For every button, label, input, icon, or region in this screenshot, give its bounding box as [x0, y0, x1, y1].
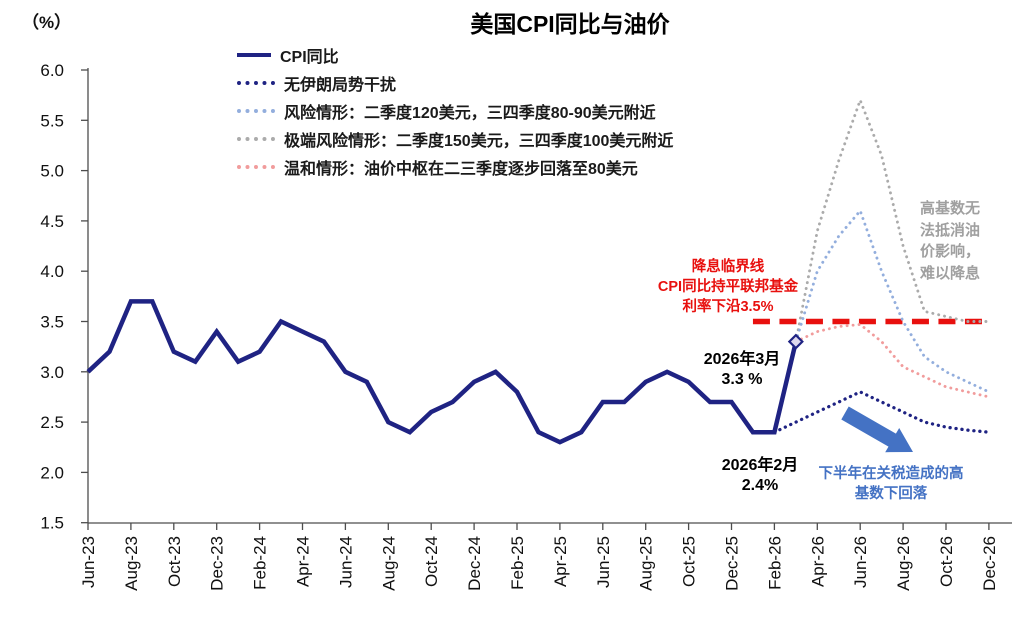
tariff-arrow-icon: [841, 406, 913, 453]
x-tick-label: Feb-25: [508, 536, 527, 590]
y-tick-label: 1.5: [40, 514, 64, 533]
x-tick-label: Jun-24: [336, 536, 355, 588]
series-solid-0: [86, 299, 799, 445]
legend-item-label: 极端风险情形：二季度150美元，三四季度100美元附近: [284, 133, 674, 150]
mar-2026-date: 2026年3月: [703, 351, 781, 368]
legend-item-label: 风险情形：二季度120美元，三四季度80-90美元附近: [284, 105, 656, 122]
x-tick-label: Aug-25: [637, 536, 656, 591]
x-tick-label: Feb-26: [765, 536, 784, 590]
legend-item-label: 温和情形：油价中枢在二三季度逐步回落至80美元: [284, 161, 638, 178]
x-tick-label: Dec-24: [465, 536, 484, 591]
x-tick-label: Jun-23: [79, 536, 98, 588]
legend: CPI同比无伊朗局势干扰风险情形：二季度120美元，三四季度80-90美元附近极…: [237, 41, 673, 181]
y-tick-label: 2.0: [40, 463, 64, 482]
series-dotted-2: [794, 207, 991, 394]
legend-item: 极端风险情形：二季度150美元，三四季度100美元附近: [237, 125, 673, 153]
feb-2026-value: 2.4%: [741, 476, 779, 494]
y-tick-label: 4.5: [40, 212, 64, 231]
mar-2026-data-label: 2026年3月 3.3 %: [672, 350, 812, 389]
x-tick-label: Feb-24: [251, 536, 270, 590]
x-tick-label: Oct-23: [165, 536, 184, 587]
legend-item: 温和情形：油价中枢在二三季度逐步回落至80美元: [237, 153, 673, 181]
x-tick-label: Dec-23: [208, 536, 227, 591]
y-tick-label: 3.0: [40, 363, 64, 382]
feb-2026-data-label: 2026年2月 2.4%: [690, 456, 830, 495]
x-tick-label: Aug-24: [379, 536, 398, 591]
legend-swatch: [237, 109, 275, 113]
y-tick-label: 6.0: [40, 61, 64, 80]
x-tick-label: Oct-26: [937, 536, 956, 587]
y-axis-unit-label: （%）: [22, 13, 72, 32]
x-tick-label: Dec-26: [980, 536, 999, 591]
legend-item: 风险情形：二季度120美元，三四季度80-90美元附近: [237, 97, 673, 125]
x-tick-label: Oct-24: [422, 536, 441, 587]
y-tick-label: 5.0: [40, 162, 64, 181]
x-tick-label: Aug-23: [122, 536, 141, 591]
legend-item-label: 无伊朗局势干扰: [284, 77, 397, 94]
mar-2026-value: 3.3 %: [721, 370, 763, 388]
high-base-note: 高基数无 法抵消油 价影响， 难以降息: [920, 200, 981, 282]
x-tick-label: Apr-24: [294, 536, 313, 587]
legend-item: CPI同比: [237, 41, 673, 69]
x-tick-label: Apr-26: [808, 536, 827, 587]
x-tick-label: Aug-26: [894, 536, 913, 591]
y-tick-label: 5.5: [40, 111, 64, 130]
x-tick-label: Oct-25: [680, 536, 699, 587]
mar-2026-diamond-marker: [787, 333, 804, 350]
legend-swatch: [237, 137, 275, 141]
tariff-base-note: 下半年在关税造成的高 基数下回落: [818, 466, 964, 503]
feb-2026-date: 2026年2月: [721, 457, 799, 474]
rate-cut-threshold-note: 降息临界线 CPI同比持平联邦基金 利率下沿3.5%: [657, 259, 799, 315]
y-tick-label: 2.5: [40, 413, 64, 432]
legend-swatch: [237, 81, 275, 85]
x-tick-label: Dec-25: [723, 536, 742, 591]
series-dotted-4: [794, 323, 991, 399]
x-tick-label: Jun-26: [851, 536, 870, 588]
y-tick-label: 3.5: [40, 313, 64, 332]
x-tick-label: Apr-25: [551, 536, 570, 587]
chart-title: 美国CPI同比与油价: [470, 11, 670, 37]
x-tick-label: Jun-25: [594, 536, 613, 588]
series-dotted-3: [794, 96, 991, 344]
legend-item: 无伊朗局势干扰: [237, 69, 673, 97]
series-dotted-1: [772, 390, 991, 434]
legend-item-label: CPI同比: [280, 49, 339, 66]
legend-swatch: [237, 53, 271, 57]
y-tick-label: 4.0: [40, 262, 64, 281]
legend-swatch: [237, 165, 275, 169]
